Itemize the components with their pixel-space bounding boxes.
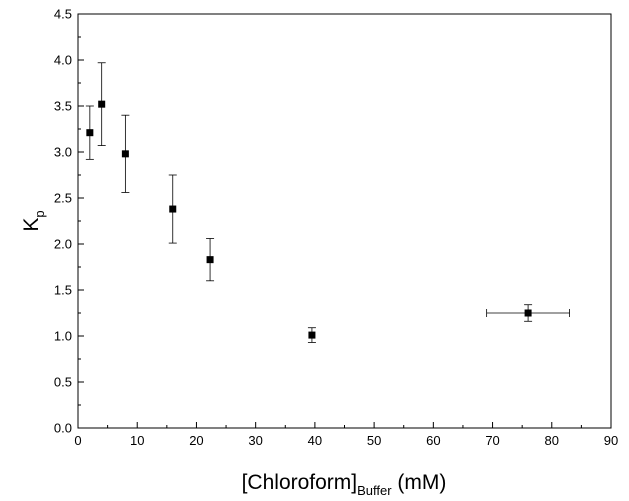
y-tick-label: 3.5 — [54, 99, 72, 114]
y-axis-title-main: K — [20, 218, 43, 232]
x-tick-label: 70 — [485, 433, 499, 448]
axis-ticks — [77, 13, 612, 429]
y-axis-title-subscript: p — [32, 210, 47, 217]
y-tick-label: 3.0 — [54, 145, 72, 160]
y-axis-title: Kp — [20, 210, 47, 231]
y-tick-label: 1.5 — [54, 283, 72, 298]
x-tick-label: 90 — [604, 433, 618, 448]
x-axis-title-unit: (mM) — [392, 471, 447, 494]
error-bars — [85, 62, 570, 343]
x-tick-label: 10 — [130, 433, 144, 448]
y-tick-label: 4.5 — [54, 7, 72, 22]
x-tick-label: 50 — [367, 433, 381, 448]
y-tick-label: 2.0 — [54, 237, 72, 252]
x-tick-label: 80 — [545, 433, 559, 448]
x-axis-title: [Chloroform]Buffer (mM) — [242, 471, 447, 498]
x-tick-label: 60 — [426, 433, 440, 448]
data-point-square — [206, 256, 214, 264]
axis-tick-labels: 0 10 20 30 40 50 60 70 80 90 0.0 0.5 1.0 1.5 2.0 2.5 3.0… — [54, 7, 618, 449]
y-tick-label: 0.0 — [54, 421, 72, 436]
x-axis-title-main: [Chloroform] — [242, 471, 358, 494]
x-tick-label: 20 — [189, 433, 203, 448]
data-point-square — [86, 129, 94, 137]
y-tick-label: 1.0 — [54, 329, 72, 344]
data-point-square — [169, 205, 177, 213]
data-point-square — [524, 309, 532, 317]
x-tick-label: 30 — [248, 433, 262, 448]
x-axis-title-subscript: Buffer — [357, 483, 392, 498]
y-tick-label: 0.5 — [54, 375, 72, 390]
y-tick-label: 2.5 — [54, 191, 72, 206]
y-tick-label: 4.0 — [54, 53, 72, 68]
x-tick-label: 0 — [74, 433, 81, 448]
data-points — [86, 100, 532, 339]
plot-frame — [77, 13, 612, 429]
data-point-square — [98, 100, 106, 108]
x-tick-label: 40 — [308, 433, 322, 448]
data-point-square — [308, 331, 316, 339]
data-point-square — [121, 150, 129, 158]
